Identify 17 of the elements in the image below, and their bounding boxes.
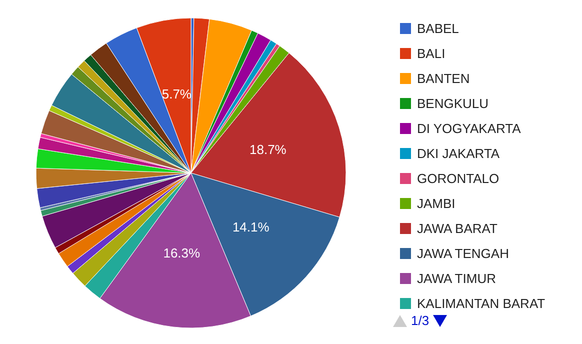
data-label: 16.3% (163, 245, 201, 260)
data-label: 5.7% (162, 86, 192, 102)
legend-label: KALIMANTAN BARAT (417, 296, 546, 311)
legend-label: DI YOGYAKARTA (417, 121, 522, 136)
legend-label: GORONTALO (417, 171, 500, 186)
legend-label: BALI (417, 46, 446, 61)
legend-label: BENGKULU (417, 96, 489, 111)
legend-label: JAWA BARAT (417, 221, 498, 236)
legend-label: BABEL (417, 21, 459, 36)
data-label: 14.1% (232, 219, 270, 234)
legend-label: JAMBI (417, 196, 456, 211)
data-label: 18.7% (250, 142, 287, 157)
text: 1/3 (411, 313, 430, 328)
legend-label: JAWA TIMUR (417, 271, 496, 286)
legend-label: BANTEN (417, 71, 470, 86)
legend-label: JAWA TENGAH (417, 246, 509, 261)
legend-label: DKI JAKARTA (417, 146, 500, 161)
